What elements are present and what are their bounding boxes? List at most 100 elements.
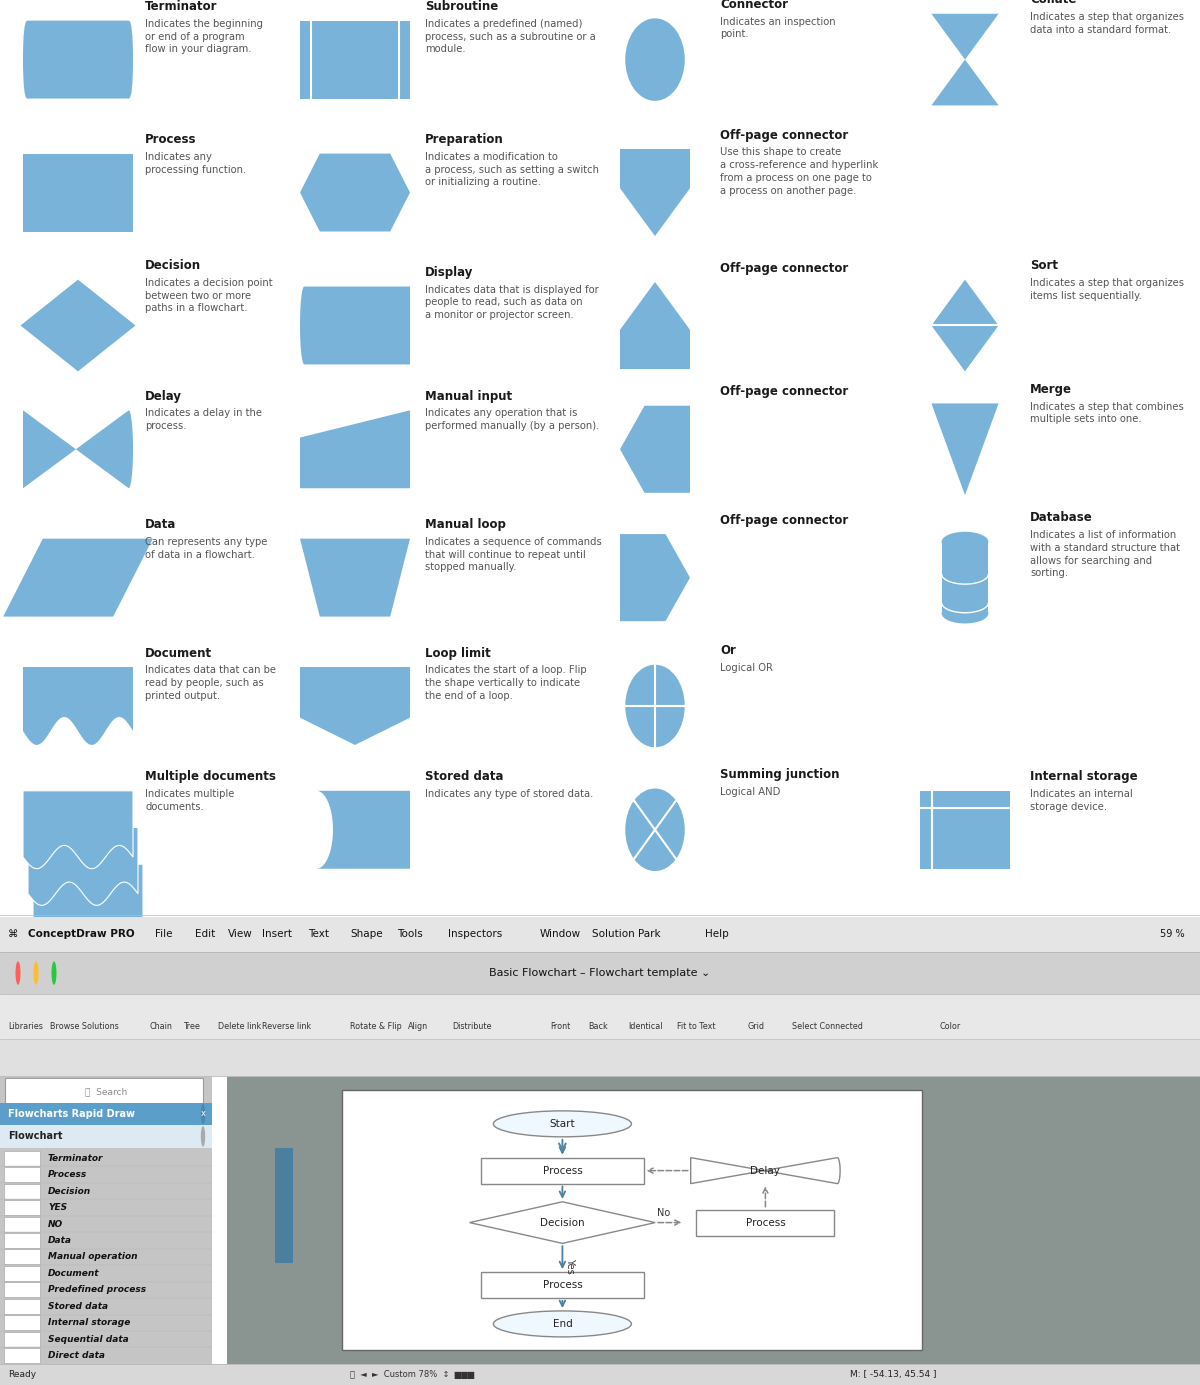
- Text: Stored data: Stored data: [425, 770, 504, 784]
- Text: Decision: Decision: [145, 259, 202, 273]
- Text: Off-page connector: Off-page connector: [720, 385, 848, 399]
- Text: Logical OR: Logical OR: [720, 663, 773, 673]
- Text: Indicates the start of a loop. Flip
the shape vertically to indicate
the end of : Indicates the start of a loop. Flip the …: [425, 665, 587, 701]
- Text: Back: Back: [588, 1022, 607, 1030]
- Text: Indicates an inspection
point.: Indicates an inspection point.: [720, 17, 835, 39]
- Text: Tools: Tools: [397, 929, 422, 939]
- Polygon shape: [300, 154, 410, 231]
- Polygon shape: [469, 1202, 655, 1244]
- Text: Connector: Connector: [720, 0, 788, 11]
- Text: Predefined process: Predefined process: [48, 1285, 146, 1295]
- Bar: [342, 1090, 922, 1350]
- Bar: [227, 1076, 1200, 1364]
- Bar: [4, 1233, 40, 1248]
- Text: Manual input: Manual input: [425, 391, 512, 403]
- Text: Document: Document: [48, 1269, 100, 1278]
- Text: Use this shape to create
a cross-reference and hyperlink
from a process on one p: Use this shape to create a cross-referen…: [720, 147, 878, 195]
- Bar: [4, 1348, 40, 1363]
- Polygon shape: [23, 668, 133, 745]
- Text: Flowchart: Flowchart: [8, 1132, 62, 1141]
- Text: Ready: Ready: [8, 1370, 36, 1379]
- Circle shape: [34, 961, 38, 985]
- Bar: [696, 1209, 834, 1235]
- Ellipse shape: [942, 604, 989, 623]
- Text: Process: Process: [542, 1166, 582, 1176]
- Text: Process: Process: [745, 1217, 785, 1227]
- Ellipse shape: [625, 788, 685, 871]
- Text: ⌘: ⌘: [8, 929, 18, 939]
- Text: Preparation: Preparation: [425, 133, 504, 147]
- Text: Logical AND: Logical AND: [720, 787, 780, 796]
- Polygon shape: [300, 668, 410, 745]
- FancyBboxPatch shape: [6, 1079, 204, 1104]
- Bar: [4, 1266, 40, 1281]
- Text: Indicates a step that combines
multiple sets into one.: Indicates a step that combines multiple …: [1030, 402, 1183, 424]
- Text: Direct data: Direct data: [48, 1352, 106, 1360]
- Text: 59 %: 59 %: [1160, 929, 1186, 939]
- Bar: [0, 994, 1200, 1039]
- Bar: [4, 1299, 40, 1314]
- Text: Start: Start: [550, 1119, 575, 1129]
- Text: ⏸  ◄  ►  Custom 78%  ↕  ▇▇▇: ⏸ ◄ ► Custom 78% ↕ ▇▇▇: [350, 1370, 474, 1379]
- Text: Loop limit: Loop limit: [425, 647, 491, 659]
- Text: Process: Process: [48, 1170, 88, 1179]
- Text: Off-page connector: Off-page connector: [720, 514, 848, 526]
- Text: Terminator: Terminator: [145, 0, 217, 14]
- Text: Sort: Sort: [1030, 259, 1058, 273]
- Text: YES: YES: [48, 1204, 67, 1212]
- Bar: [4, 1283, 40, 1298]
- Text: Tree: Tree: [182, 1022, 200, 1030]
- Ellipse shape: [625, 665, 685, 748]
- Bar: [23, 154, 133, 231]
- Bar: [4, 1151, 40, 1166]
- Text: Reverse link: Reverse link: [262, 1022, 311, 1030]
- Bar: [942, 542, 989, 614]
- Polygon shape: [32, 864, 143, 942]
- Polygon shape: [20, 280, 136, 371]
- Text: Front: Front: [550, 1022, 570, 1030]
- Bar: [275, 1148, 293, 1263]
- Polygon shape: [620, 406, 690, 493]
- Text: No: No: [658, 1208, 671, 1217]
- Text: Libraries: Libraries: [8, 1022, 43, 1030]
- Text: Collate: Collate: [1030, 0, 1076, 7]
- Text: Off-page connector: Off-page connector: [720, 262, 848, 274]
- Bar: [0, 1039, 1200, 1076]
- Text: Indicates any operation that is
performed manually (by a person).: Indicates any operation that is performe…: [425, 409, 599, 431]
- Text: Or: Or: [720, 644, 736, 658]
- Text: Indicates data that is displayed for
people to read, such as data on
a monitor o: Indicates data that is displayed for peo…: [425, 285, 599, 320]
- Polygon shape: [28, 827, 138, 906]
- Polygon shape: [620, 283, 690, 368]
- Text: Indicates a decision point
between two or more
paths in a flowchart.: Indicates a decision point between two o…: [145, 278, 272, 313]
- Text: Yes: Yes: [565, 1258, 576, 1273]
- Text: Display: Display: [425, 266, 473, 280]
- Text: Shape: Shape: [350, 929, 383, 939]
- Text: NO: NO: [48, 1220, 64, 1228]
- Text: Indicates data that can be
read by people, such as
printed output.: Indicates data that can be read by peopl…: [145, 665, 276, 701]
- Text: Internal storage: Internal storage: [1030, 770, 1138, 784]
- Bar: [4, 1201, 40, 1215]
- Polygon shape: [4, 539, 152, 616]
- Text: Color: Color: [940, 1022, 961, 1030]
- Polygon shape: [931, 280, 998, 371]
- Bar: [4, 1216, 40, 1231]
- Circle shape: [200, 1104, 205, 1125]
- Bar: [0, 951, 1200, 994]
- Text: Indicates a step that organizes
data into a standard format.: Indicates a step that organizes data int…: [1030, 12, 1184, 35]
- Text: Window: Window: [540, 929, 581, 939]
- Circle shape: [52, 961, 56, 985]
- Polygon shape: [931, 403, 998, 494]
- Text: M: [ -54.13, 45.54 ]: M: [ -54.13, 45.54 ]: [850, 1370, 936, 1379]
- Text: Edit: Edit: [194, 929, 215, 939]
- Text: Indicates a delay in the
process.: Indicates a delay in the process.: [145, 409, 262, 431]
- Text: Identical: Identical: [628, 1022, 662, 1030]
- Text: Solution Park: Solution Park: [592, 929, 661, 939]
- Polygon shape: [620, 150, 690, 235]
- Text: Indicates any type of stored data.: Indicates any type of stored data.: [425, 789, 593, 799]
- Bar: [0, 1102, 212, 1125]
- Text: Terminator: Terminator: [48, 1154, 103, 1163]
- Text: Indicates a step that organizes
items list sequentially.: Indicates a step that organizes items li…: [1030, 278, 1184, 301]
- Polygon shape: [931, 60, 998, 105]
- Ellipse shape: [942, 532, 989, 553]
- Bar: [481, 1271, 643, 1298]
